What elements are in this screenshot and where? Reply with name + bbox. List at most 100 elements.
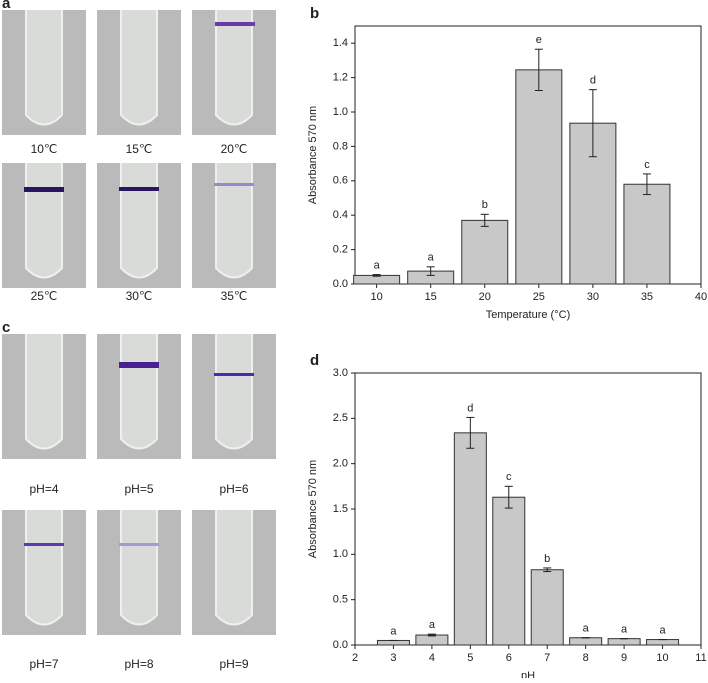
photo-caption: 15℃ <box>126 142 153 156</box>
y-tick-label: 0.6 <box>333 175 348 187</box>
photo-caption: 20℃ <box>221 142 248 156</box>
panel-label: c <box>2 319 10 336</box>
bar <box>623 183 671 285</box>
stain-band <box>214 183 254 186</box>
y-tick-label: 0.5 <box>333 594 348 606</box>
group-label: b <box>482 199 488 211</box>
bar <box>461 219 509 285</box>
panel-label: a <box>2 0 11 12</box>
x-tick-label: 7 <box>544 652 550 664</box>
bar <box>492 496 526 646</box>
stain-band <box>119 543 159 546</box>
photo <box>96 509 182 636</box>
stain-band <box>24 187 64 192</box>
group-label: c <box>506 471 512 483</box>
x-tick-label: 3 <box>390 652 396 664</box>
group-label: a <box>374 259 381 271</box>
photo <box>191 333 277 460</box>
group-label: a <box>659 624 666 636</box>
stain-band <box>119 187 159 191</box>
bar <box>376 639 410 646</box>
x-tick-label: 9 <box>621 652 627 664</box>
photo <box>191 162 277 289</box>
photo-caption: pH=9 <box>219 657 248 671</box>
x-tick-label: 10 <box>656 652 668 664</box>
bar <box>515 69 563 285</box>
stain-band <box>214 373 254 376</box>
photo-caption: pH=6 <box>219 482 248 496</box>
group-label: a <box>621 624 628 636</box>
panel-label: b <box>310 5 319 22</box>
x-tick-label: 35 <box>641 291 653 303</box>
bar <box>646 639 680 646</box>
photo <box>1 9 87 136</box>
photo <box>96 9 182 136</box>
photo <box>1 333 87 460</box>
photo-caption: pH=7 <box>29 657 58 671</box>
group-label: c <box>644 159 650 171</box>
group-label: b <box>544 553 550 565</box>
photo <box>96 162 182 289</box>
x-axis-label: pH <box>521 670 535 678</box>
bar <box>415 634 449 646</box>
x-tick-label: 11 <box>695 652 706 664</box>
x-tick-label: 30 <box>587 291 599 303</box>
group-label: a <box>429 619 436 631</box>
photo <box>191 9 277 136</box>
y-tick-label: 1.0 <box>333 548 348 560</box>
photos-a <box>1 9 277 289</box>
group-label: a <box>390 625 397 637</box>
photo <box>191 509 277 636</box>
photo-caption: pH=5 <box>124 482 153 496</box>
photo <box>1 162 87 289</box>
x-tick-label: 40 <box>695 291 707 303</box>
x-tick-label: 25 <box>533 291 545 303</box>
photo-caption: 35℃ <box>221 289 248 303</box>
stain-band <box>215 22 255 26</box>
x-tick-label: 2 <box>352 652 358 664</box>
x-tick-label: 4 <box>429 652 435 664</box>
group-label: d <box>467 402 473 414</box>
x-tick-label: 6 <box>506 652 512 664</box>
y-tick-label: 3.0 <box>333 367 348 379</box>
plot-frame <box>354 372 702 646</box>
y-axis-label: Absorbance 570 nm <box>307 460 319 558</box>
y-tick-label: 1.4 <box>333 37 348 49</box>
y-tick-label: 0.2 <box>333 244 348 256</box>
x-tick-label: 5 <box>467 652 473 664</box>
y-axis-label: Absorbance 570 nm <box>307 106 319 204</box>
y-tick-label: 1.0 <box>333 106 348 118</box>
y-tick-label: 0.0 <box>333 278 348 290</box>
x-tick-label: 10 <box>371 291 383 303</box>
y-tick-label: 0.0 <box>333 639 348 651</box>
group-label: a <box>428 252 435 264</box>
photo <box>96 333 182 460</box>
x-tick-label: 8 <box>583 652 589 664</box>
y-tick-label: 2.0 <box>333 458 348 470</box>
photo-caption: pH=8 <box>124 657 153 671</box>
y-tick-label: 1.2 <box>333 72 348 84</box>
group-label: a <box>583 623 590 635</box>
x-tick-label: 15 <box>425 291 437 303</box>
panel-label: d <box>310 352 319 369</box>
x-axis-label: Temperature (°C) <box>486 309 570 321</box>
photo-caption: 30℃ <box>126 289 153 303</box>
photo <box>1 509 87 636</box>
y-tick-label: 2.5 <box>333 412 348 424</box>
group-label: e <box>536 34 542 46</box>
y-tick-label: 0.4 <box>333 209 348 221</box>
bar <box>607 638 641 646</box>
photos-c <box>1 333 277 636</box>
y-tick-label: 1.5 <box>333 503 348 515</box>
x-tick-label: 20 <box>479 291 491 303</box>
group-label: d <box>590 75 596 87</box>
photo-caption: 10℃ <box>31 142 58 156</box>
y-tick-label: 0.8 <box>333 140 348 152</box>
stain-band <box>119 362 159 368</box>
bar <box>530 569 564 646</box>
photo-caption: 25℃ <box>31 289 58 303</box>
photo-caption: pH=4 <box>29 482 58 496</box>
bar <box>569 637 603 646</box>
bar <box>453 432 487 646</box>
